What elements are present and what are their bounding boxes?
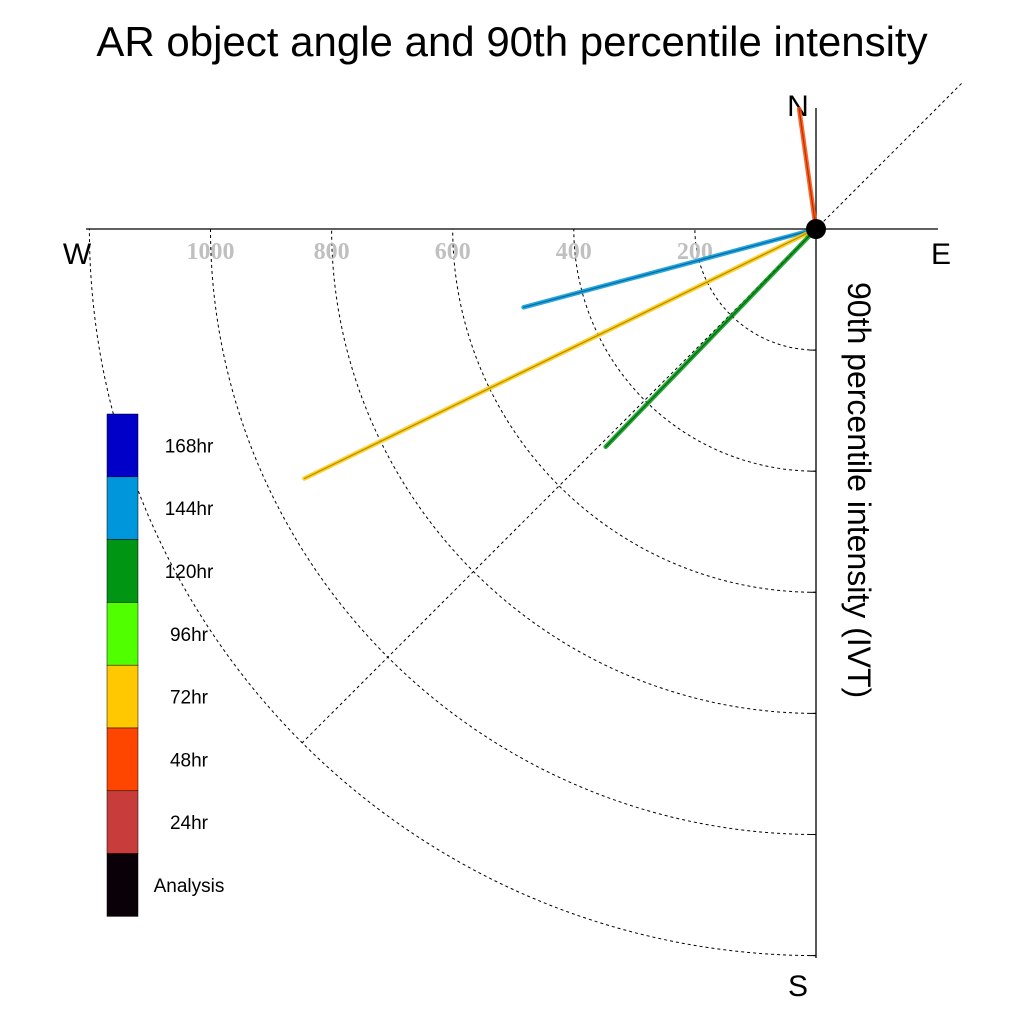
legend-label: 168hr (165, 436, 214, 457)
legend-swatch (106, 413, 139, 478)
grid-ring (452, 228, 817, 593)
radial-tick-label: 1000 (187, 239, 235, 265)
legend-label: 144hr (165, 499, 214, 520)
north-label: N (787, 90, 809, 123)
radial-tick-label: 400 (556, 239, 592, 265)
legend-label: 72hr (170, 688, 209, 709)
legend-swatch (106, 727, 139, 792)
legend-label: 24hr (170, 813, 209, 834)
grid (88, 83, 962, 957)
chart-title: AR object angle and 90th percentile inte… (96, 18, 927, 65)
legend-swatch (106, 790, 139, 854)
series-line-core (303, 228, 817, 480)
legend: 168hr 144hr 120hr 96hr 72hr 48hr 24hr Analysis (106, 413, 225, 917)
series-line-core (605, 228, 817, 448)
legend-swatch (106, 853, 139, 917)
radial-tick-label: 800 (314, 239, 350, 265)
legend-label: 96hr (170, 625, 209, 646)
grid-ring (694, 228, 817, 351)
series-line-core (522, 228, 817, 308)
radial-tick-label: 600 (435, 239, 471, 265)
grid-ring (573, 228, 817, 472)
series-lines (302, 106, 819, 481)
legend-swatch (106, 602, 139, 666)
legend-label: 120hr (165, 562, 214, 583)
east-label: E (931, 238, 951, 271)
west-label: W (63, 238, 92, 271)
legend-label: Analysis (154, 876, 225, 897)
legend-swatch (106, 539, 139, 603)
series-line-core (798, 108, 817, 230)
south-label: S (788, 970, 808, 1003)
radial-axis-label: 90th percentile intensity (IVT) (841, 282, 877, 698)
legend-swatch (106, 476, 139, 540)
legend-label: 48hr (170, 750, 209, 771)
origin-marker (806, 219, 826, 239)
legend-swatch (106, 664, 139, 729)
